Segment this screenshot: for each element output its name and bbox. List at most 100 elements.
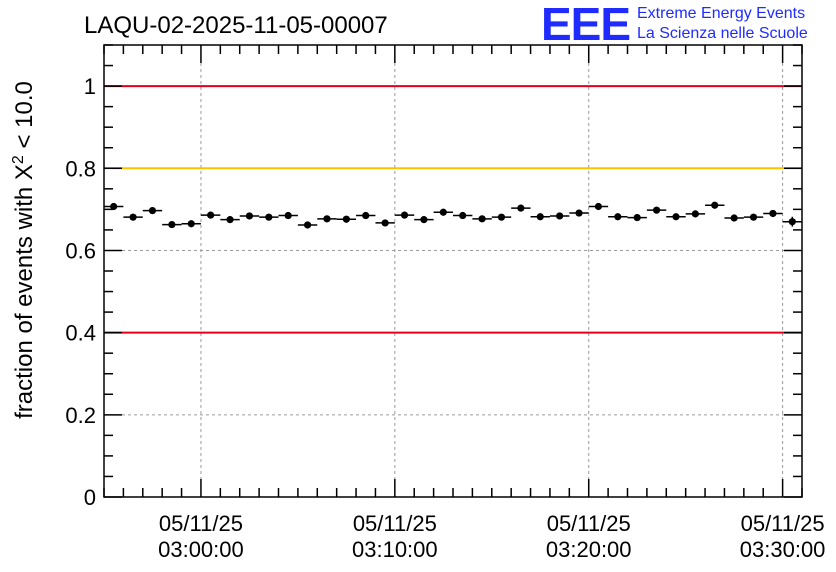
data-point: [549, 212, 570, 220]
y-tick-label: 0: [84, 485, 96, 510]
point-marker: [381, 219, 389, 227]
axes: [103, 44, 803, 498]
point-marker: [594, 202, 603, 211]
data-point: [414, 216, 434, 224]
point-marker: [633, 213, 641, 222]
data-point: [608, 213, 628, 221]
data-point: [782, 216, 802, 227]
point-marker: [691, 210, 699, 218]
point-marker: [536, 213, 544, 221]
data-point: [569, 209, 589, 217]
point-marker: [226, 216, 234, 224]
x-tick-label-time: 03:20:00: [546, 537, 632, 562]
point-marker: [556, 212, 564, 220]
logo-line1: Extreme Energy Events: [637, 5, 805, 22]
data-point: [297, 221, 318, 229]
data-point: [491, 213, 512, 221]
x-tick-label-date: 05/11/25: [159, 511, 243, 536]
y-ticks: 0 0.2 0.4 0.6 0.8 1: [65, 44, 802, 510]
data-point: [142, 206, 163, 215]
data-point: [666, 213, 686, 221]
data-point: [588, 202, 609, 211]
data-point: [646, 206, 667, 214]
data-points: [104, 201, 802, 229]
data-point: [685, 210, 706, 218]
data-point: [239, 212, 260, 220]
y-tick-label: 0.8: [65, 156, 96, 181]
data-point: [181, 220, 201, 228]
plot-frame: [103, 44, 803, 498]
data-point: [200, 211, 221, 219]
data-point: [511, 204, 531, 212]
point-marker: [788, 218, 796, 226]
point-marker: [265, 213, 273, 221]
data-point: [743, 213, 764, 221]
point-marker: [323, 215, 331, 223]
point-marker: [575, 209, 583, 217]
point-marker: [110, 202, 118, 211]
eee-logo: EEE Extreme Energy Events La Scienza nel…: [541, 0, 808, 50]
data-point: [705, 201, 725, 209]
data-point: [433, 208, 453, 216]
point-marker: [711, 201, 719, 209]
x-tick-label-date: 05/11/25: [547, 511, 631, 536]
x-tick-label-date: 05/11/25: [353, 511, 437, 536]
x-tick-label-time: 03:10:00: [352, 537, 438, 562]
data-point: [123, 213, 143, 221]
point-marker: [459, 211, 467, 220]
point-marker: [245, 212, 254, 220]
point-marker: [730, 214, 738, 222]
point-marker: [439, 208, 447, 216]
grid: [104, 45, 802, 497]
point-marker: [168, 220, 176, 229]
point-marker: [517, 204, 525, 212]
data-point: [530, 213, 550, 221]
data-point: [375, 219, 395, 227]
point-marker: [614, 213, 622, 221]
point-marker: [187, 220, 195, 228]
point-marker: [207, 211, 215, 219]
y-tick-label: 1: [84, 74, 96, 99]
point-marker: [672, 213, 680, 221]
data-point: [763, 209, 783, 218]
data-point: [278, 211, 298, 220]
reference-lines: [104, 85, 802, 334]
data-point: [259, 213, 279, 221]
chart-title: LAQU-02-2025-11-05-00007: [84, 12, 388, 39]
y-axis-label: fraction of events with X2 < 10.0: [10, 81, 38, 419]
x-tick-label-time: 03:30:00: [740, 537, 826, 562]
point-marker: [362, 211, 370, 220]
data-point: [472, 215, 492, 223]
data-point: [317, 215, 337, 223]
data-point: [220, 216, 240, 224]
point-marker: [769, 209, 777, 218]
point-marker: [652, 206, 661, 214]
data-point: [453, 211, 473, 220]
x-ticks: 05/11/2503:00:0005/11/2503:10:0005/11/25…: [103, 45, 826, 562]
point-marker: [148, 206, 157, 215]
data-point: [394, 211, 415, 219]
point-marker: [129, 213, 137, 221]
data-point: [162, 220, 182, 229]
logo-mark: EEE: [541, 0, 630, 50]
point-marker: [400, 211, 409, 219]
data-point: [724, 214, 744, 222]
point-marker: [342, 215, 350, 223]
x-tick-label-time: 03:00:00: [158, 537, 244, 562]
data-point: [356, 211, 376, 220]
data-point: [336, 215, 357, 223]
point-marker: [478, 215, 486, 223]
y-tick-label: 0.6: [65, 238, 96, 263]
point-marker: [284, 211, 292, 220]
x-tick-label-date: 05/11/25: [741, 511, 825, 536]
point-marker: [497, 213, 506, 221]
point-marker: [420, 216, 428, 224]
data-point: [104, 202, 124, 211]
y-tick-label: 0.4: [65, 321, 96, 346]
point-marker: [749, 213, 758, 221]
y-tick-label: 0.2: [65, 403, 96, 428]
point-marker: [303, 221, 312, 229]
data-point: [627, 213, 647, 222]
logo-line2: La Scienza nelle Scuole: [637, 25, 808, 42]
